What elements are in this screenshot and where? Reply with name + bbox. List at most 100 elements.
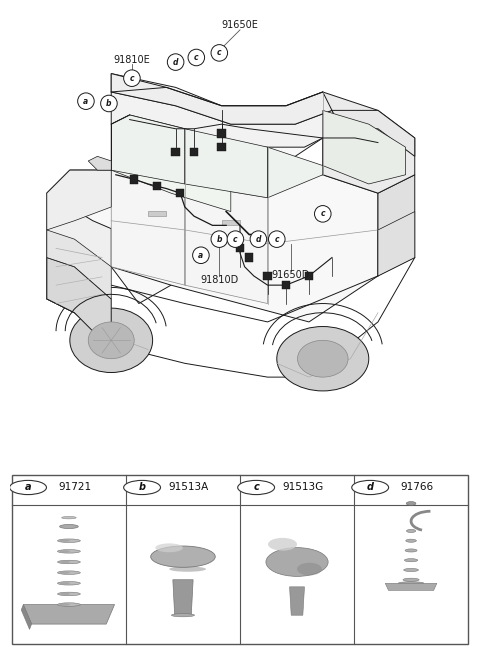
Circle shape bbox=[211, 45, 228, 61]
Text: b: b bbox=[216, 235, 222, 244]
Ellipse shape bbox=[58, 592, 80, 596]
Circle shape bbox=[268, 231, 285, 248]
Circle shape bbox=[352, 480, 389, 495]
Ellipse shape bbox=[403, 578, 419, 581]
Polygon shape bbox=[21, 604, 32, 629]
Ellipse shape bbox=[405, 549, 417, 552]
Bar bbox=[176, 189, 184, 197]
Text: c: c bbox=[130, 74, 134, 83]
Text: 91513A: 91513A bbox=[168, 482, 209, 493]
Circle shape bbox=[250, 231, 267, 248]
Polygon shape bbox=[111, 74, 332, 124]
Ellipse shape bbox=[58, 581, 80, 585]
Text: d: d bbox=[367, 482, 373, 493]
Text: c: c bbox=[217, 49, 222, 57]
Bar bbox=[217, 129, 226, 137]
Polygon shape bbox=[111, 115, 185, 184]
Text: 91766: 91766 bbox=[400, 482, 433, 493]
Polygon shape bbox=[111, 170, 185, 285]
Text: d: d bbox=[173, 58, 179, 66]
Bar bbox=[130, 175, 138, 183]
Polygon shape bbox=[185, 129, 267, 198]
Text: a: a bbox=[24, 482, 31, 493]
Text: c: c bbox=[233, 235, 238, 244]
Circle shape bbox=[227, 231, 244, 248]
Ellipse shape bbox=[268, 538, 297, 551]
Polygon shape bbox=[378, 175, 415, 276]
Ellipse shape bbox=[60, 550, 70, 553]
Ellipse shape bbox=[58, 603, 80, 606]
Polygon shape bbox=[267, 147, 323, 198]
Polygon shape bbox=[185, 184, 267, 304]
Ellipse shape bbox=[88, 322, 134, 359]
Text: a: a bbox=[198, 251, 204, 260]
Polygon shape bbox=[378, 212, 415, 276]
Ellipse shape bbox=[156, 543, 183, 553]
Text: d: d bbox=[256, 235, 261, 244]
Bar bbox=[282, 281, 290, 289]
Bar bbox=[148, 211, 167, 216]
Circle shape bbox=[168, 54, 184, 70]
Bar bbox=[222, 220, 240, 225]
Text: b: b bbox=[139, 482, 145, 493]
Circle shape bbox=[188, 49, 204, 66]
Polygon shape bbox=[173, 579, 193, 615]
Polygon shape bbox=[47, 170, 111, 313]
Bar bbox=[190, 148, 198, 156]
Ellipse shape bbox=[60, 603, 70, 606]
Circle shape bbox=[238, 480, 275, 495]
Ellipse shape bbox=[404, 568, 419, 572]
Circle shape bbox=[124, 70, 140, 87]
FancyBboxPatch shape bbox=[12, 475, 468, 644]
Text: c: c bbox=[321, 210, 325, 218]
Polygon shape bbox=[47, 230, 111, 299]
Ellipse shape bbox=[60, 524, 78, 528]
Polygon shape bbox=[111, 161, 378, 322]
Ellipse shape bbox=[60, 582, 70, 585]
Ellipse shape bbox=[60, 561, 70, 563]
Ellipse shape bbox=[58, 571, 80, 574]
Polygon shape bbox=[111, 115, 231, 212]
Ellipse shape bbox=[297, 562, 322, 576]
Ellipse shape bbox=[407, 530, 416, 533]
Circle shape bbox=[314, 206, 331, 222]
Text: 91513G: 91513G bbox=[282, 482, 324, 493]
Text: 91810E: 91810E bbox=[114, 55, 150, 65]
Polygon shape bbox=[47, 258, 111, 350]
Ellipse shape bbox=[151, 546, 215, 567]
Ellipse shape bbox=[58, 539, 80, 543]
Polygon shape bbox=[111, 74, 323, 304]
Ellipse shape bbox=[60, 593, 70, 595]
Bar bbox=[305, 272, 313, 280]
Ellipse shape bbox=[398, 581, 424, 585]
Text: 91650D: 91650D bbox=[271, 270, 310, 280]
Ellipse shape bbox=[61, 516, 76, 519]
Circle shape bbox=[406, 501, 416, 505]
Text: a: a bbox=[84, 97, 88, 106]
Polygon shape bbox=[88, 156, 111, 170]
Bar bbox=[171, 148, 180, 156]
Circle shape bbox=[78, 93, 94, 110]
Text: 91650E: 91650E bbox=[222, 20, 258, 30]
Bar bbox=[217, 143, 226, 151]
Ellipse shape bbox=[58, 560, 80, 564]
Circle shape bbox=[124, 480, 160, 495]
Polygon shape bbox=[111, 92, 341, 147]
Ellipse shape bbox=[169, 566, 206, 572]
Text: 91721: 91721 bbox=[58, 482, 91, 493]
Bar bbox=[245, 254, 253, 261]
Text: c: c bbox=[275, 235, 279, 244]
Ellipse shape bbox=[406, 539, 416, 542]
Polygon shape bbox=[385, 583, 437, 591]
Ellipse shape bbox=[70, 308, 153, 373]
Polygon shape bbox=[47, 170, 111, 230]
Ellipse shape bbox=[277, 327, 369, 391]
Circle shape bbox=[10, 480, 47, 495]
Bar bbox=[264, 272, 272, 280]
Polygon shape bbox=[289, 587, 304, 615]
Ellipse shape bbox=[58, 550, 80, 553]
Text: 91810D: 91810D bbox=[200, 275, 239, 284]
Ellipse shape bbox=[298, 340, 348, 377]
Bar bbox=[236, 244, 244, 252]
Circle shape bbox=[211, 231, 228, 248]
